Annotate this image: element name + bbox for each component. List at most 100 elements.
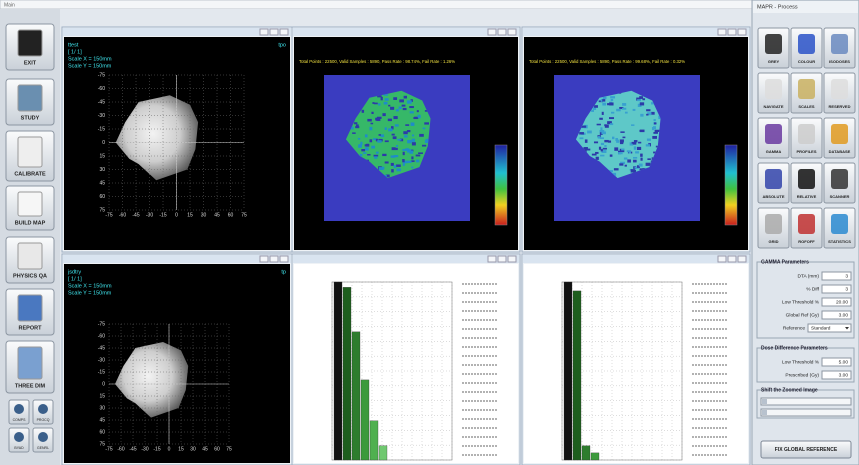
noise <box>640 158 642 161</box>
noise <box>622 108 626 110</box>
field-label: Global Ref (Gy) <box>786 312 820 318</box>
noise <box>611 112 614 114</box>
window-button[interactable] <box>738 256 746 262</box>
window-button[interactable] <box>280 29 288 35</box>
noise <box>408 102 410 104</box>
window-button[interactable] <box>718 256 726 262</box>
slider[interactable] <box>761 409 851 416</box>
x-tick-label: -60 <box>119 212 126 218</box>
tool-icon <box>765 124 782 144</box>
noise <box>592 154 597 156</box>
slider-thumb[interactable] <box>762 410 767 415</box>
reference-value: Standard <box>811 325 831 331</box>
window-button[interactable] <box>738 29 746 35</box>
noise <box>627 150 631 152</box>
group-title: Shift the Zoomed Image <box>761 387 818 393</box>
noise <box>594 105 598 108</box>
tool-label: RELATIVE <box>797 194 817 199</box>
button-icon <box>18 192 42 216</box>
noise <box>412 142 416 145</box>
tool-label: STATISTICS <box>828 239 851 244</box>
y-tick-label: 60 <box>99 194 105 200</box>
noise <box>390 107 394 110</box>
noise <box>634 146 636 149</box>
window-button[interactable] <box>508 29 516 35</box>
noise <box>416 155 421 157</box>
histogram-bar <box>361 380 369 460</box>
window-button[interactable] <box>488 256 496 262</box>
noise <box>601 149 603 151</box>
noise <box>402 105 406 107</box>
noise <box>394 155 398 157</box>
tool-label: SCALES <box>798 104 815 109</box>
field-value: 3.00 <box>839 372 849 378</box>
y-tick-label: 30 <box>99 167 105 173</box>
x-tick-label: 45 <box>214 212 220 218</box>
field-label: % Diff <box>806 286 819 292</box>
window-title: Main <box>4 2 15 8</box>
noise <box>633 160 637 163</box>
window-button[interactable] <box>488 29 496 35</box>
window-button[interactable] <box>270 29 278 35</box>
tool-icon <box>831 214 848 234</box>
window-button[interactable] <box>260 29 268 35</box>
noise <box>639 164 643 167</box>
y-tick-label: -60 <box>98 86 105 92</box>
small-button-label: COMPS <box>13 418 27 422</box>
slider[interactable] <box>761 398 851 405</box>
noise <box>424 122 429 124</box>
gamma-summary: Total Points : 22500, Valid Samples : 58… <box>529 59 685 64</box>
y-tick-label: -30 <box>98 357 105 363</box>
window-button[interactable] <box>498 256 506 262</box>
noise <box>385 161 389 163</box>
y-tick-label: -15 <box>98 369 105 375</box>
button-icon <box>18 347 42 379</box>
noise <box>391 163 394 166</box>
histogram-bar <box>564 282 572 460</box>
slider-thumb[interactable] <box>762 399 767 404</box>
noise <box>621 149 624 151</box>
noise <box>585 139 588 142</box>
noise <box>423 128 426 130</box>
noise <box>395 124 399 126</box>
noise <box>352 132 356 134</box>
noise <box>595 152 598 154</box>
tool-icon <box>765 79 782 99</box>
noise <box>627 159 631 162</box>
histogram-bar <box>573 291 581 460</box>
button-icon <box>18 30 42 56</box>
window-button[interactable] <box>260 256 268 262</box>
histogram-bar <box>343 287 351 460</box>
noise <box>654 122 657 124</box>
x-tick-label: -30 <box>141 446 148 452</box>
button-icon <box>18 295 42 321</box>
window-button[interactable] <box>498 29 506 35</box>
noise <box>393 136 397 139</box>
window-button[interactable] <box>270 256 278 262</box>
window-button[interactable] <box>718 29 726 35</box>
tool-icon <box>831 79 848 99</box>
noise <box>374 156 377 158</box>
noise <box>620 141 623 144</box>
noise <box>625 165 627 167</box>
window-button[interactable] <box>508 256 516 262</box>
noise <box>397 139 401 141</box>
tool-label: NAVIGATE <box>763 104 783 109</box>
noise <box>396 145 398 147</box>
noise <box>365 147 369 150</box>
button-label: PHYSICS QA <box>13 273 47 279</box>
noise <box>404 96 407 99</box>
noise <box>385 140 389 142</box>
noise <box>605 125 609 128</box>
y-tick-label: -15 <box>98 126 105 132</box>
window-button[interactable] <box>280 256 288 262</box>
window-button[interactable] <box>728 256 736 262</box>
window-button[interactable] <box>728 29 736 35</box>
small-icon <box>14 432 24 442</box>
noise <box>647 158 650 160</box>
noise <box>652 136 657 139</box>
dose-info: [ 1/ 1] <box>68 49 82 55</box>
tool-label: ISODOSES <box>829 59 850 64</box>
noise <box>411 167 413 169</box>
noise <box>404 135 408 137</box>
